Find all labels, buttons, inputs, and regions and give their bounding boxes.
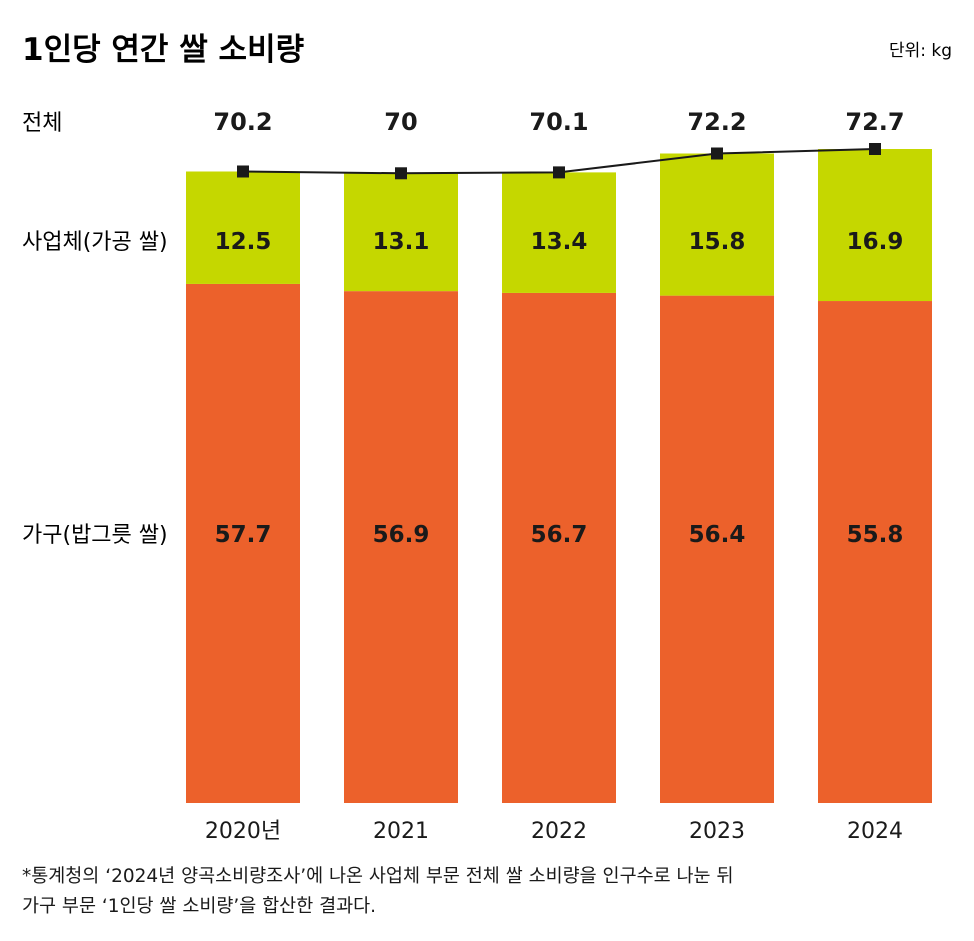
x-tick-1: 2021: [373, 819, 429, 844]
total-line-group: [237, 143, 881, 180]
label-household-2: 56.7: [531, 522, 588, 548]
bar-household-3: [660, 295, 774, 803]
bars-group: [186, 149, 932, 803]
x-tick-labels-group: 2020년 2021 2022 2023 2024: [205, 819, 903, 844]
total-marker-1: [395, 167, 407, 180]
label-total-2: 70.1: [529, 108, 588, 136]
total-marker-0: [237, 165, 249, 178]
label-total-3: 72.2: [687, 108, 746, 136]
label-household-0: 57.7: [215, 522, 272, 548]
row-label-total: 전체: [22, 111, 62, 136]
x-tick-2: 2022: [531, 819, 587, 844]
total-marker-3: [711, 147, 723, 160]
label-industry-1: 13.1: [373, 229, 430, 255]
label-industry-2: 13.4: [531, 229, 588, 255]
label-total-4: 72.7: [845, 108, 904, 136]
footnote-line-1: *통계청의 ‘2024년 양곡소비량조사’에 나온 사업체 부문 전체 쌀 소비…: [22, 866, 734, 887]
x-tick-3: 2023: [689, 819, 745, 844]
label-total-1: 70: [384, 108, 417, 136]
bar-industry-1: [344, 173, 458, 292]
x-tick-0: 2020년: [205, 819, 281, 844]
bar-household-2: [502, 292, 616, 803]
bar-household-1: [344, 291, 458, 803]
row-label-household: 가구(밥그릇 쌀): [22, 523, 168, 548]
label-industry-4: 16.9: [847, 229, 904, 255]
bar-household-0: [186, 283, 300, 803]
row-label-industry: 사업체(가공 쌀): [22, 230, 168, 255]
bar-household-4: [818, 301, 932, 803]
total-marker-4: [869, 143, 881, 155]
bar-industry-4: [818, 149, 932, 302]
footnote: *통계청의 ‘2024년 양곡소비량조사’에 나온 사업체 부문 전체 쌀 소비…: [22, 862, 957, 922]
unit-label: 단위: kg: [889, 41, 952, 61]
chart-title: 1인당 연간 쌀 소비량: [22, 32, 304, 68]
label-household-1: 56.9: [373, 522, 430, 548]
bar-industry-2: [502, 172, 616, 293]
bar-industry-0: [186, 171, 300, 284]
total-labels-group: 70.2 70 70.1 72.2 72.7: [213, 108, 904, 136]
label-household-4: 55.8: [847, 522, 904, 548]
label-industry-3: 15.8: [689, 229, 746, 255]
label-household-3: 56.4: [689, 522, 746, 548]
label-total-0: 70.2: [213, 108, 272, 136]
rice-consumption-chart: 1인당 연간 쌀 소비량 단위: kg 전체 사업체(가공 쌀) 가구(밥그릇 …: [22, 32, 952, 844]
x-tick-4: 2024: [847, 819, 903, 844]
label-industry-0: 12.5: [215, 229, 272, 255]
segment-labels-group: 57.7 12.5 56.9 13.1 56.7 13.4 56.4 15.8 55.8 16.9: [215, 229, 904, 548]
bar-industry-3: [660, 153, 774, 296]
footnote-line-2: 가구 부문 ‘1인당 쌀 소비량’을 합산한 결과다.: [22, 896, 377, 917]
total-marker-2: [553, 166, 565, 179]
